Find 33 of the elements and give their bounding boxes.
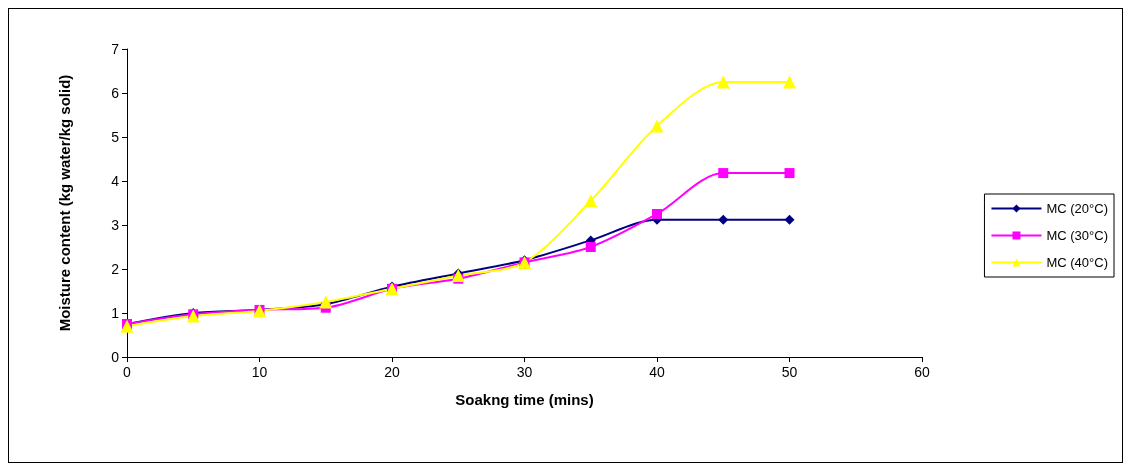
point bbox=[784, 168, 795, 179]
y-tick-label: 1 bbox=[111, 305, 120, 321]
point bbox=[718, 214, 729, 225]
y-tick-label: 7 bbox=[111, 41, 120, 57]
legend-label: MC (20°C) bbox=[1046, 201, 1109, 216]
x-tick-label: 40 bbox=[649, 364, 665, 380]
point bbox=[451, 269, 465, 283]
point bbox=[783, 75, 796, 89]
point bbox=[652, 209, 662, 219]
x-axis-title: Soakng time (mins) bbox=[455, 391, 594, 408]
x-tick-label: 50 bbox=[781, 364, 798, 380]
y-tick-label: 2 bbox=[111, 261, 120, 277]
point bbox=[718, 168, 729, 179]
y-tick-label: 3 bbox=[111, 217, 120, 233]
y-tick-label: 5 bbox=[111, 129, 120, 145]
x-tick-label: 30 bbox=[516, 364, 533, 380]
point bbox=[584, 194, 598, 208]
y-tick-label: 4 bbox=[111, 173, 120, 189]
point bbox=[120, 319, 134, 333]
y-tick-label: 6 bbox=[111, 85, 120, 101]
legend-label: MC (30°C) bbox=[1046, 228, 1109, 243]
x-tick-label: 20 bbox=[384, 364, 400, 380]
y-tick-label: 0 bbox=[111, 349, 120, 365]
point bbox=[585, 242, 596, 252]
y-axis-title: Moisture content (kg water/kg solid) bbox=[56, 74, 73, 332]
legend-label: MC (40°C) bbox=[1046, 255, 1109, 270]
point bbox=[716, 75, 730, 89]
point bbox=[784, 214, 795, 225]
point bbox=[319, 295, 333, 309]
x-tick-label: 0 bbox=[123, 364, 132, 380]
x-tick-label: 10 bbox=[251, 364, 268, 380]
x-tick-label: 60 bbox=[914, 364, 930, 380]
point bbox=[650, 119, 664, 133]
